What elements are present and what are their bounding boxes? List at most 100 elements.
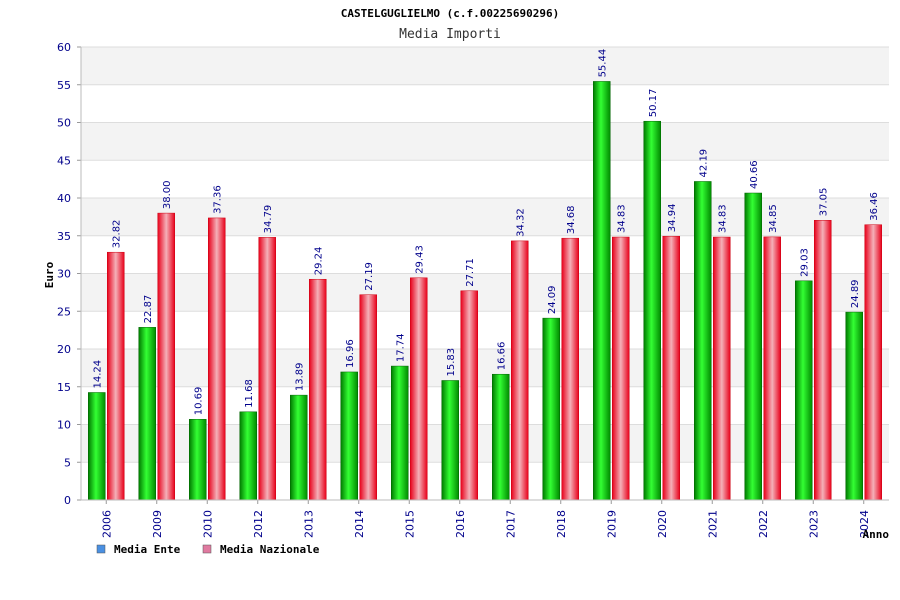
data-label: 34.83 [617, 204, 628, 233]
legend-label: Media Nazionale [220, 543, 320, 556]
x-axis-label: Anno [863, 528, 890, 541]
bar-media-ente [845, 311, 863, 501]
y-tick-label: 60 [57, 41, 71, 54]
data-label: 24.09 [547, 285, 558, 314]
bar-media-ente [189, 419, 207, 501]
y-tick-label: 35 [57, 230, 71, 243]
bar-media-ente [340, 371, 358, 501]
x-tick-label: 2006 [100, 510, 113, 538]
data-label: 36.46 [869, 192, 880, 221]
plot-band [81, 160, 889, 198]
bar-media-nazionale [460, 290, 478, 501]
y-tick-label: 40 [57, 192, 71, 205]
x-tick-label: 2012 [252, 510, 265, 538]
y-tick-label: 30 [57, 268, 71, 281]
data-label: 14.24 [93, 360, 104, 389]
x-tick-label: 2014 [353, 510, 366, 538]
chart-subtitle: Media Importi [399, 27, 501, 42]
data-labels: 14.24 32.82 22.87 38.00 10.69 37.36 11.68 34.79… [93, 49, 881, 416]
bar-media-nazionale [763, 236, 781, 501]
bar-media-nazionale [107, 251, 125, 501]
y-tick-label: 45 [57, 154, 71, 167]
bar-media-ente [239, 411, 257, 501]
x-tick-label: 2022 [757, 510, 770, 538]
data-label: 34.68 [566, 206, 577, 235]
plot-band [81, 84, 889, 123]
x-tick-label: 2023 [807, 510, 820, 538]
x-tick-label: 2010 [201, 510, 214, 538]
y-tick-label: 0 [64, 494, 71, 507]
data-label: 29.24 [314, 247, 325, 276]
bar-media-nazionale [359, 294, 377, 501]
data-label: 40.66 [749, 160, 760, 189]
x-tick-label: 2019 [605, 510, 618, 538]
bar-media-ente [694, 181, 712, 501]
bar-media-nazionale [511, 240, 529, 501]
bar-media-ente [391, 365, 409, 501]
data-label: 37.05 [819, 188, 830, 217]
bar-media-nazionale [713, 236, 731, 501]
data-label: 38.00 [162, 180, 173, 209]
data-label: 34.83 [718, 204, 729, 233]
bars [88, 81, 882, 501]
data-label: 37.36 [213, 185, 224, 214]
x-tick-label: 2021 [706, 510, 719, 538]
bar-media-nazionale [157, 212, 175, 501]
bar-media-nazionale [662, 235, 680, 501]
x-tick-label: 2024 [858, 510, 871, 538]
y-tick-label: 50 [57, 117, 71, 130]
bar-media-nazionale [258, 237, 276, 501]
y-axis-label: Euro [43, 261, 56, 288]
bar-media-nazionale [309, 278, 327, 501]
data-label: 42.19 [699, 149, 710, 178]
legend-swatch [96, 544, 106, 554]
bar-media-nazionale [612, 236, 630, 501]
bar-media-nazionale [864, 224, 882, 501]
bar-media-nazionale [561, 237, 579, 501]
data-label: 22.87 [143, 295, 154, 324]
data-label: 11.68 [244, 379, 255, 408]
data-label: 27.71 [465, 258, 476, 287]
x-tick-label: 2015 [403, 510, 416, 538]
x-tick-label: 2018 [555, 510, 568, 538]
y-tick-label: 5 [64, 456, 71, 469]
plot-band [81, 122, 889, 161]
data-label: 34.85 [768, 204, 779, 233]
bar-media-ente [290, 394, 308, 501]
x-axis-ticks: 2006 2009 2010 2012 2013 2014 2015 2016 2017 2018… [100, 500, 871, 538]
data-label: 16.66 [497, 342, 508, 371]
x-tick-label: 2020 [656, 510, 669, 538]
x-tick-label: 2013 [302, 510, 315, 538]
data-label: 24.89 [850, 279, 861, 308]
data-label: 34.94 [667, 204, 678, 233]
data-label: 29.03 [800, 248, 811, 277]
chart-title: CASTELGUGLIELMO (c.f.00225690296) [341, 7, 560, 20]
bar-media-ente [643, 120, 661, 501]
data-label: 13.89 [295, 362, 306, 391]
x-tick-label: 2017 [504, 510, 517, 538]
data-label: 29.43 [415, 245, 426, 274]
legend-label: Media Ente [114, 543, 181, 556]
bar-media-ente [542, 317, 560, 501]
legend: Media Ente Media Nazionale [96, 543, 320, 556]
bar-media-ente [138, 327, 156, 501]
y-tick-label: 55 [57, 79, 71, 92]
y-axis-ticks: 0 5 10 15 20 25 30 35 40 45 50 55 60 [57, 41, 81, 507]
y-tick-label: 15 [57, 381, 71, 394]
x-tick-label: 2009 [151, 510, 164, 538]
data-label: 55.44 [598, 49, 609, 78]
data-label: 34.32 [516, 208, 527, 237]
bar-media-nazionale [208, 217, 226, 501]
data-label: 34.79 [263, 205, 274, 234]
y-tick-label: 25 [57, 305, 71, 318]
data-label: 10.69 [194, 387, 205, 416]
bar-media-ente [744, 192, 762, 501]
plot-band [81, 47, 889, 85]
data-label: 17.74 [396, 333, 407, 362]
y-tick-label: 20 [57, 343, 71, 356]
bar-media-nazionale [814, 220, 832, 501]
data-label: 15.83 [446, 348, 457, 377]
bar-media-ente [441, 380, 459, 501]
data-label: 27.19 [364, 262, 375, 291]
bar-media-ente [88, 392, 106, 501]
